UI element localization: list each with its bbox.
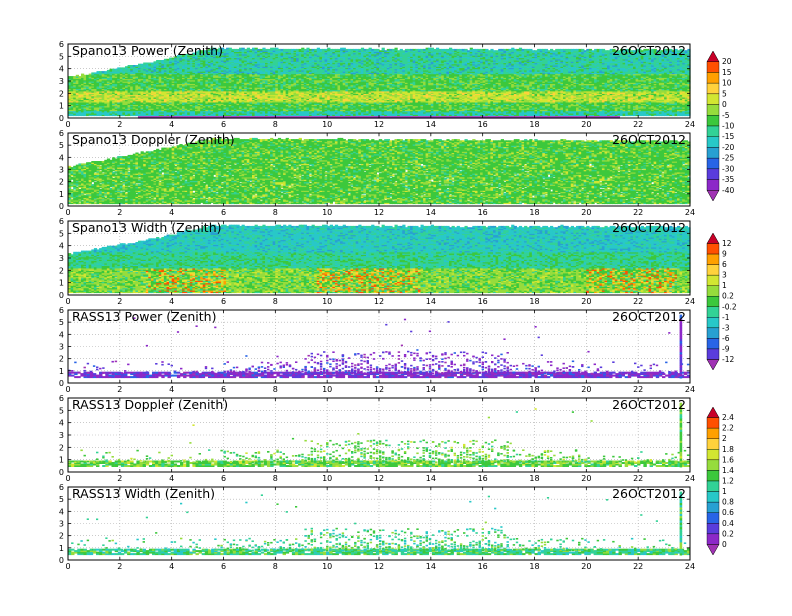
panel-spano13-power: 0246810121416182022240123456Spano13 Powe…	[59, 40, 695, 129]
